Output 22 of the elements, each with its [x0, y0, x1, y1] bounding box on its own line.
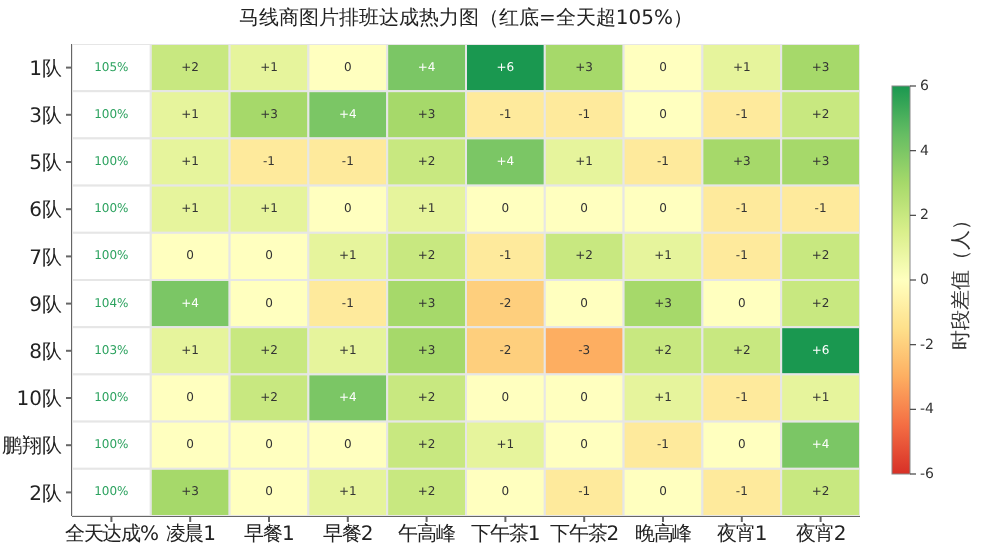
x-tick-label: 全天达成%: [64, 522, 159, 547]
color-bar-title: 时段差值（人）: [949, 210, 973, 350]
y-tick-label: 6队: [29, 198, 62, 223]
x-tick-label: 夜宵1: [717, 522, 767, 547]
x-tick-label: 下午茶2: [550, 522, 619, 547]
x-tick-label: 午高峰: [398, 522, 456, 547]
y-tick-label: 3队: [29, 103, 62, 128]
x-tick-label: 下午茶1: [471, 522, 540, 547]
x-tick-label: 夜宵2: [796, 522, 846, 547]
y-tick-label: 10队: [16, 387, 62, 412]
x-tick-label: 早餐1: [244, 522, 295, 547]
y-tick-label: 鹏翔队: [2, 434, 62, 459]
chart-title: 马线商图片排班达成热力图（红底=全天超105%）: [239, 6, 693, 30]
y-tick-label: 8队: [29, 339, 62, 364]
y-tick-label: 2队: [29, 481, 62, 506]
y-tick-label: 1队: [29, 56, 62, 81]
x-tick-label: 凌晨1: [165, 522, 216, 547]
y-tick-label: 5队: [29, 151, 62, 176]
x-tick-label: 早餐2: [323, 522, 373, 547]
x-tick-label: 晚高峰: [634, 522, 693, 547]
y-tick-label: 7队: [29, 245, 62, 270]
y-tick-label: 9队: [29, 292, 62, 317]
